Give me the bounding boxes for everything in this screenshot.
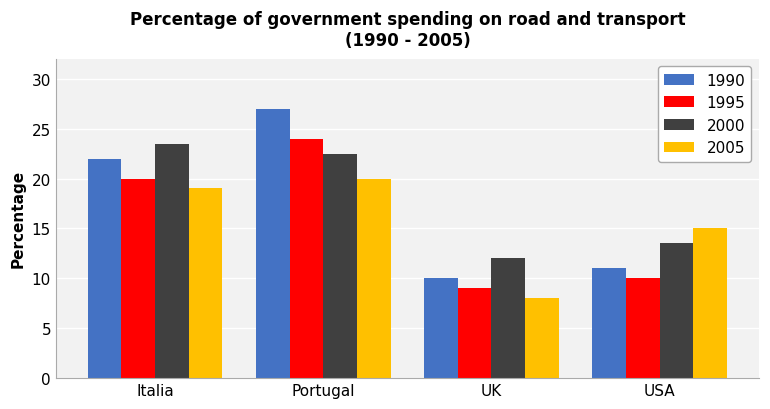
Bar	[189, 189, 223, 378]
Bar	[290, 139, 323, 378]
Bar	[592, 269, 626, 378]
Bar	[424, 279, 458, 378]
Legend: 1990, 1995, 2000, 2005: 1990, 1995, 2000, 2005	[658, 67, 752, 162]
Bar	[155, 144, 189, 378]
Y-axis label: Percentage: Percentage	[11, 170, 26, 268]
Bar	[693, 229, 727, 378]
Bar	[525, 299, 559, 378]
Bar	[122, 179, 155, 378]
Bar	[660, 244, 693, 378]
Bar	[357, 179, 390, 378]
Bar	[323, 154, 357, 378]
Bar	[458, 288, 491, 378]
Bar	[626, 279, 660, 378]
Bar	[256, 110, 290, 378]
Bar	[88, 159, 122, 378]
Title: Percentage of government spending on road and transport
(1990 - 2005): Percentage of government spending on roa…	[129, 11, 685, 50]
Bar	[491, 258, 525, 378]
